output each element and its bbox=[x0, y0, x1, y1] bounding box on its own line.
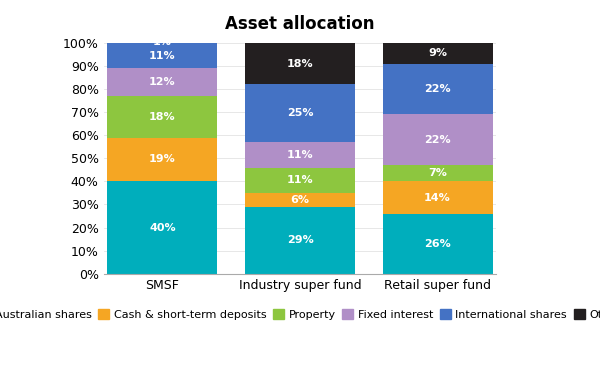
Bar bbox=[383, 165, 493, 181]
Title: Asset allocation: Asset allocation bbox=[225, 15, 375, 33]
Legend: Australian shares, Cash & short-term deposits, Property, Fixed interest, Interna: Australian shares, Cash & short-term dep… bbox=[0, 309, 600, 320]
Bar bbox=[245, 193, 355, 207]
Text: 29%: 29% bbox=[287, 235, 313, 245]
Bar bbox=[383, 114, 493, 165]
Text: 22%: 22% bbox=[424, 84, 451, 94]
Text: 18%: 18% bbox=[287, 59, 313, 69]
Bar bbox=[245, 207, 355, 274]
Bar bbox=[107, 181, 217, 274]
Bar bbox=[107, 138, 217, 181]
Text: 25%: 25% bbox=[287, 108, 313, 118]
Bar bbox=[107, 68, 217, 96]
Bar bbox=[107, 96, 217, 138]
Text: 12%: 12% bbox=[149, 77, 176, 87]
Bar bbox=[383, 64, 493, 114]
Bar bbox=[245, 142, 355, 168]
Text: 6%: 6% bbox=[290, 195, 310, 205]
Text: 1%: 1% bbox=[153, 37, 172, 47]
Text: 11%: 11% bbox=[287, 175, 313, 185]
Text: 7%: 7% bbox=[428, 168, 447, 178]
Bar bbox=[107, 41, 217, 43]
Text: 26%: 26% bbox=[424, 239, 451, 249]
Text: 18%: 18% bbox=[149, 112, 176, 122]
Bar bbox=[383, 43, 493, 64]
Bar bbox=[107, 43, 217, 68]
Text: 40%: 40% bbox=[149, 223, 176, 232]
Text: 11%: 11% bbox=[149, 51, 176, 61]
Bar bbox=[245, 85, 355, 142]
Bar bbox=[383, 181, 493, 214]
Text: 9%: 9% bbox=[428, 48, 447, 58]
Bar bbox=[245, 43, 355, 85]
Text: 19%: 19% bbox=[149, 154, 176, 165]
Text: 22%: 22% bbox=[424, 135, 451, 145]
Bar bbox=[383, 214, 493, 274]
Text: 11%: 11% bbox=[287, 150, 313, 160]
Text: 14%: 14% bbox=[424, 192, 451, 203]
Bar bbox=[245, 168, 355, 193]
